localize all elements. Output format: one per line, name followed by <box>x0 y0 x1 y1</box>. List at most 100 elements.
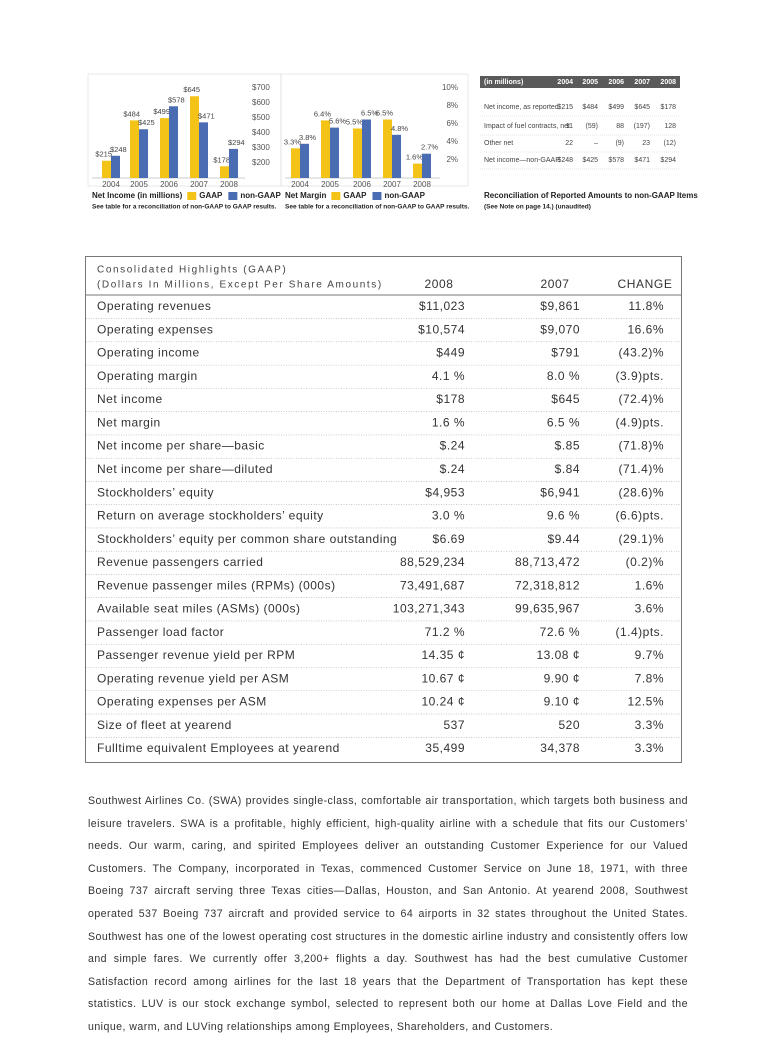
y-tick-label: 10% <box>442 83 458 92</box>
table-cell: $.85 <box>555 439 580 453</box>
table-cell: 6.5 % <box>547 415 580 429</box>
table-cell: 4.1 % <box>432 369 465 383</box>
legend-swatch <box>228 192 238 200</box>
table-cell: 73,491,687 <box>400 578 465 592</box>
table-cell: $.84 <box>555 462 580 476</box>
bar <box>220 166 229 178</box>
y-tick-label: $500 <box>252 113 270 122</box>
row-label: Operating revenue yield per ASM <box>97 671 289 685</box>
table-cell: Other net <box>484 140 513 147</box>
page-graphics: $700$600$500$400$300$2002004$215$2482005… <box>85 73 698 763</box>
table-cell: 88,713,472 <box>515 555 580 569</box>
table-header: 2004 <box>557 79 573 86</box>
x-tick-label: 2004 <box>291 180 309 189</box>
value-label: $471 <box>198 111 215 120</box>
table-cell: Net income, as reported <box>484 104 559 111</box>
table-cell: 520 <box>558 718 580 732</box>
value-label: $499 <box>153 107 170 116</box>
x-tick-label: 2006 <box>353 180 371 189</box>
bar <box>229 148 238 178</box>
value-label: 6.5% <box>361 108 378 117</box>
table-cell: $294 <box>660 157 676 164</box>
row-label: Size of fleet at yearend <box>97 718 232 732</box>
table-cell: 23 <box>642 140 650 147</box>
row-label: Operating margin <box>97 369 198 383</box>
table-header: 2005 <box>582 79 598 86</box>
table-cell: (71.4)% <box>618 462 664 476</box>
table-cell: 71.2 % <box>425 625 465 639</box>
legend-swatch <box>187 192 197 200</box>
bar <box>422 153 431 178</box>
table-cell: $9,070 <box>540 322 580 336</box>
row-label: Passenger revenue yield per RPM <box>97 648 295 662</box>
y-tick-label: 2% <box>446 155 458 164</box>
bar <box>190 96 199 178</box>
table-header: 2007 <box>634 79 650 86</box>
y-tick-label: $400 <box>252 128 270 137</box>
table-cell: (59) <box>586 123 598 130</box>
table-cell: 99,635,967 <box>515 602 580 616</box>
bar <box>199 122 208 178</box>
table-header-band <box>480 76 680 88</box>
value-label: $248 <box>110 145 127 154</box>
table-cell: $425 <box>582 157 598 164</box>
table-cell: 10.67 ¢ <box>421 671 465 685</box>
table-cell: $.24 <box>440 462 465 476</box>
legend-swatch <box>372 192 382 200</box>
row-label: Net margin <box>97 415 161 429</box>
row-label: Fulltime equivalent Employees at yearend <box>97 741 340 755</box>
x-tick-label: 2008 <box>220 180 238 189</box>
table-cell: $6.69 <box>432 532 465 546</box>
table-cell: 3.3% <box>635 718 664 732</box>
bar <box>102 160 111 178</box>
table-cell: $248 <box>557 157 573 164</box>
table-cell: 35,499 <box>425 741 465 755</box>
table-cell: 14.35 ¢ <box>421 648 465 662</box>
row-label: Available seat miles (ASMs) (000s) <box>97 602 301 616</box>
value-label: 1.6% <box>406 153 423 162</box>
x-tick-label: 2007 <box>190 180 208 189</box>
bar <box>169 106 178 178</box>
bar <box>413 163 422 178</box>
value-label: 6.4% <box>314 109 331 118</box>
bar <box>392 134 401 178</box>
value-label: $645 <box>183 85 200 94</box>
table-cell: (6.6)pts. <box>615 509 664 523</box>
y-tick-label: $200 <box>252 158 270 167</box>
x-tick-label: 2008 <box>413 180 431 189</box>
table-cell: 9.6 % <box>547 509 580 523</box>
chart-title: Net Income (in millions) <box>92 191 183 200</box>
table-cell: (0.2)% <box>626 555 664 569</box>
table-cell: $9,861 <box>540 299 580 313</box>
table-cell: $178 <box>436 392 465 406</box>
y-tick-label: 8% <box>446 101 458 110</box>
value-label: $215 <box>95 150 112 159</box>
table-cell: 537 <box>443 718 465 732</box>
row-label: Stockholders’ equity per common share ou… <box>97 532 397 546</box>
bar <box>111 155 120 178</box>
value-label: 5.6% <box>329 117 346 126</box>
description-paragraph: Southwest Airlines Co. (SWA) provides si… <box>88 795 688 1033</box>
table-cell: $791 <box>551 346 580 360</box>
table-header: 2006 <box>608 79 624 86</box>
table-cell: 8.0 % <box>547 369 580 383</box>
table-cell: 72,318,812 <box>515 578 580 592</box>
table-box <box>85 256 682 763</box>
column-header: 2008 <box>424 277 453 291</box>
table-cell: $449 <box>436 346 465 360</box>
chart-frame <box>280 73 469 187</box>
table-cell: (28.6)% <box>618 485 664 499</box>
value-label: $178 <box>213 155 230 164</box>
table-subtitle: (Dollars In Millions, Except Per Share A… <box>97 280 383 291</box>
chart-note: See table for a reconciliation of non-GA… <box>92 204 277 211</box>
row-label: Passenger load factor <box>97 625 224 639</box>
table-cell: (29.1)% <box>618 532 664 546</box>
table-cell: (1.4)pts. <box>615 625 664 639</box>
table-cell: $578 <box>608 157 624 164</box>
table-cell: 1.6 % <box>432 415 465 429</box>
table-cell: 9.7% <box>635 648 664 662</box>
row-label: Return on average stockholders’ equity <box>97 509 324 523</box>
table-cell: 103,271,343 <box>393 602 465 616</box>
row-label: Operating expenses <box>97 322 213 336</box>
